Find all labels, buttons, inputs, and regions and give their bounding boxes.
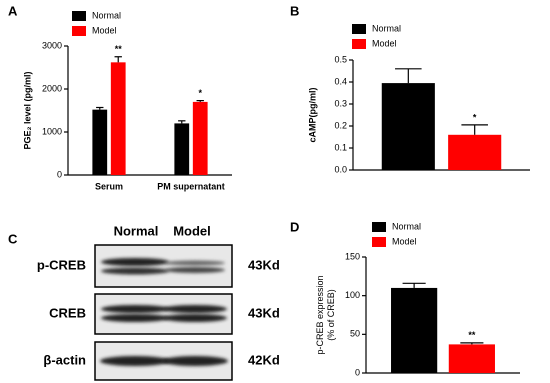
y-tick-label: 3000 — [42, 40, 62, 50]
y-axis-label: cAMP(pg/ml) — [307, 87, 317, 142]
y-tick-label: 0 — [57, 169, 62, 179]
y-tick-label: 0.0 — [334, 164, 347, 174]
significance: * — [473, 112, 477, 122]
y-tick-label: 0.4 — [334, 76, 347, 86]
lane-label: Model — [173, 223, 211, 238]
bar — [92, 109, 108, 175]
y-tick-label: 0.2 — [334, 120, 347, 130]
y-tick-label: 0 — [355, 367, 360, 377]
y-tick-label: 0.5 — [334, 54, 347, 64]
panel-label: C — [8, 231, 18, 246]
legend-swatch — [352, 24, 366, 34]
significance: ** — [468, 330, 476, 340]
bar — [391, 287, 438, 373]
bar — [448, 134, 502, 170]
legend-label: Normal — [372, 23, 401, 33]
y-tick-label: 150 — [345, 251, 360, 261]
y-tick-label: 0.3 — [334, 98, 347, 108]
panel-label: D — [290, 219, 299, 234]
bar — [192, 101, 208, 175]
size-label: 42Kd — [248, 352, 280, 367]
bar — [381, 83, 435, 170]
legend-label: Normal — [92, 10, 121, 20]
row-label: β-actin — [43, 352, 86, 367]
legend-label: Model — [372, 38, 397, 48]
y-tick-label: 50 — [350, 329, 360, 339]
size-label: 43Kd — [248, 257, 280, 272]
row-label: CREB — [49, 305, 86, 320]
lane-label: Normal — [114, 223, 159, 238]
legend-swatch — [72, 26, 86, 36]
y-axis-label: (% of CREB) — [326, 289, 336, 341]
bar — [448, 344, 495, 373]
legend-swatch — [352, 39, 366, 49]
blot-image — [94, 244, 233, 381]
legend-swatch — [372, 237, 386, 247]
legend-label: Model — [92, 25, 117, 35]
bar — [174, 123, 190, 175]
x-tick-label: PM supernatant — [157, 181, 225, 191]
panel-label: A — [8, 3, 18, 18]
panel-label: B — [290, 3, 299, 18]
y-tick-label: 1000 — [42, 126, 62, 136]
row-label: p-CREB — [37, 257, 86, 272]
y-tick-label: 0.1 — [334, 142, 347, 152]
size-label: 43Kd — [248, 305, 280, 320]
x-tick-label: Serum — [95, 181, 123, 191]
y-tick-label: 2000 — [42, 83, 62, 93]
y-axis-label: PGE₂ level (pg/ml) — [22, 71, 32, 149]
significance: * — [198, 88, 202, 98]
y-axis-label: p-CREB expression — [315, 275, 325, 354]
legend-swatch — [372, 222, 386, 232]
bar — [110, 62, 126, 176]
y-tick-label: 100 — [345, 290, 360, 300]
significance: ** — [115, 44, 123, 54]
legend-swatch — [72, 11, 86, 21]
legend-label: Normal — [392, 221, 421, 231]
legend-label: Model — [392, 236, 417, 246]
